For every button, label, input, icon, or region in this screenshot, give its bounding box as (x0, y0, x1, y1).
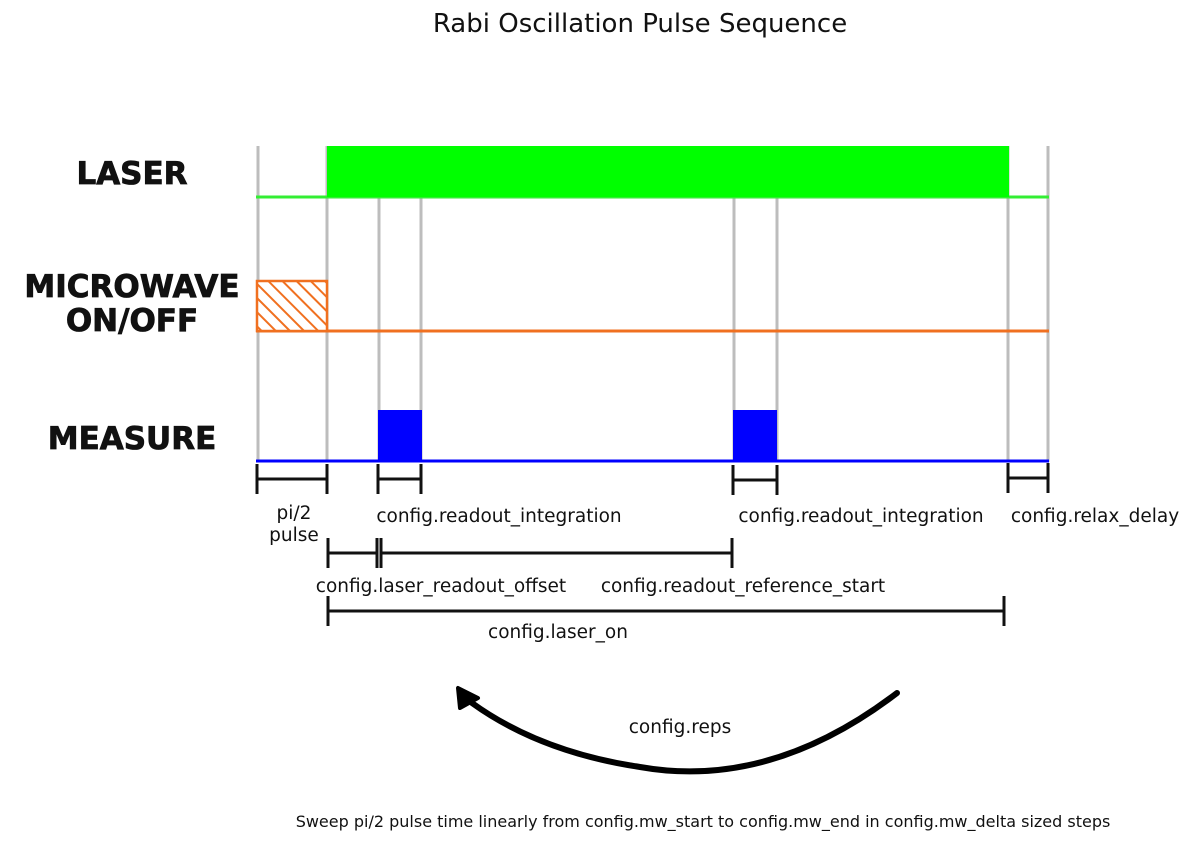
reps-arrowhead-icon (456, 686, 480, 710)
pi2-bracket (255, 464, 329, 494)
reps-label: config.reps (629, 717, 731, 738)
measure-readout-pulse (378, 410, 422, 461)
diagram-title: Rabi Oscillation Pulse Sequence (433, 9, 847, 39)
reps-arrow-arc (469, 690, 900, 775)
microwave-pi2-pulse (255, 279, 329, 333)
measure-reference-pulse (733, 410, 777, 461)
reps-arrow (456, 686, 900, 775)
pi2-pulse-label-line2: pulse (269, 525, 319, 546)
readout-reference-start-label: config.readout_reference_start (601, 576, 885, 597)
laser-on-bracket (326, 596, 1006, 626)
microwave-channel-label-line1: MICROWAVE (24, 269, 239, 305)
readout-integration-label-1: config.readout_integration (376, 506, 621, 527)
relax-delay-bracket (1006, 463, 1050, 493)
laser-on-label: config.laser_on (488, 622, 628, 643)
laser-channel-label: LASER (76, 156, 187, 192)
measure-channel-label: MEASURE (48, 421, 217, 457)
readout-integration-bracket-2 (731, 465, 779, 495)
laser-readout-offset-bracket (326, 538, 379, 568)
microwave-trace (255, 279, 1049, 333)
laser-readout-offset-label: config.laser_readout_offset (316, 576, 566, 597)
readout-reference-start-bracket (379, 538, 734, 568)
relax-delay-label: config.relax_delay (1011, 506, 1179, 527)
timing-brackets (255, 463, 1050, 626)
sweep-footnote: Sweep pi/2 pulse time linearly from conf… (296, 812, 1111, 832)
laser-pulse (327, 146, 1009, 197)
timing-guides (256, 146, 1050, 462)
measure-trace (256, 410, 1049, 463)
laser-trace (256, 146, 1049, 199)
pi2-pulse-label-line1: pi/2 (277, 503, 312, 524)
readout-integration-label-2: config.readout_integration (738, 506, 983, 527)
microwave-channel-label-line2: ON/OFF (66, 303, 198, 339)
readout-integration-bracket-1 (376, 464, 423, 494)
